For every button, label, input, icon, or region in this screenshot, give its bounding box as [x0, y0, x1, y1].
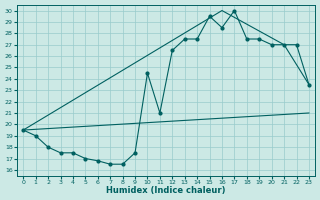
X-axis label: Humidex (Indice chaleur): Humidex (Indice chaleur)	[106, 186, 226, 195]
